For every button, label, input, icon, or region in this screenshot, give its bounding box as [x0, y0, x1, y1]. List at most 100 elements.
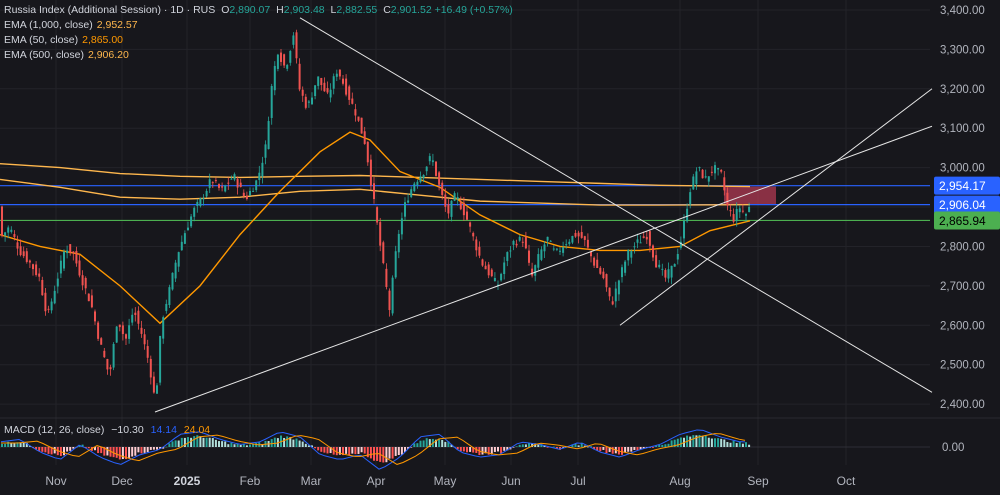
macd-bar [168, 443, 171, 447]
macd-bar [236, 443, 239, 447]
candle-body [69, 244, 72, 254]
zone-layer [724, 186, 776, 206]
candle-body [379, 222, 382, 246]
symbol-row[interactable]: Russia Index (Additional Session) · 1D ·… [4, 3, 513, 18]
candle-body [608, 287, 611, 297]
macd-bar [466, 447, 468, 453]
candle-body [38, 273, 41, 277]
macd-bar [249, 444, 251, 447]
candle-body [720, 169, 723, 172]
candle-body [388, 290, 391, 311]
macd-bar [187, 437, 189, 447]
macd-bar [469, 447, 472, 452]
candle-body [292, 35, 295, 45]
macd-bar [710, 438, 713, 447]
ema-1000-value: 2,952.57 [96, 19, 138, 31]
main-legend: Russia Index (Additional Session) · 1D ·… [4, 3, 513, 63]
macd-bar [729, 442, 732, 447]
macd-bar [667, 443, 670, 447]
candle-body [190, 216, 193, 227]
candle-body [658, 264, 661, 268]
candle-body [416, 181, 419, 186]
candle-body [707, 176, 710, 182]
macd-bar [503, 447, 506, 451]
macd-bar [4, 443, 7, 447]
candle-body [75, 250, 78, 264]
candle-body [174, 262, 177, 279]
macd-bar [577, 445, 580, 447]
macd-bar [422, 440, 425, 447]
macd-bar [233, 444, 236, 447]
macd-bar [552, 446, 555, 448]
ema-500-row[interactable]: EMA (500, close) 2,906.20 [4, 48, 513, 63]
candle-body [503, 262, 506, 275]
candle-body [280, 52, 282, 62]
macd-bar [317, 447, 320, 451]
ema-1000-row[interactable]: EMA (1,000, close) 2,952.57 [4, 18, 513, 33]
candle-body [94, 311, 96, 322]
candle-body [462, 202, 465, 216]
candle-body [565, 244, 568, 246]
candle-body [382, 242, 385, 264]
candle-body [636, 239, 639, 243]
candle-body [156, 385, 158, 394]
macd-bar [633, 447, 636, 450]
macd-bar [518, 444, 521, 447]
candle-body [22, 251, 25, 257]
candle-body [112, 343, 115, 368]
macd-legend[interactable]: MACD (12, 26, close) −10.30 14.14 24.04 [4, 424, 214, 436]
macd-bar [676, 438, 679, 447]
candle-body [453, 193, 456, 201]
candle-body [249, 190, 251, 196]
candle-body [363, 131, 366, 144]
macd-bar [444, 441, 447, 447]
candle-body [360, 117, 363, 134]
trendline [619, 88, 933, 326]
macd-bar [128, 447, 131, 458]
candle-body [611, 301, 614, 305]
macd-bar [205, 437, 208, 447]
price-tick-label: 3,100.00 [940, 123, 985, 135]
candle-body [180, 241, 183, 251]
macd-bar [301, 441, 304, 447]
macd-bar [726, 442, 729, 447]
candle-body [32, 264, 34, 270]
macd-bar [314, 447, 317, 449]
price-tick-label: 2,500.00 [940, 360, 985, 372]
macd-bar [19, 442, 22, 447]
candle-body [617, 280, 620, 295]
macd-bar [202, 437, 205, 447]
macd-bar [586, 446, 589, 448]
macd-label: MACD (12, 26, close) [4, 424, 105, 436]
macd-bar [692, 435, 695, 447]
candle-body [729, 210, 732, 212]
candle-body [568, 241, 571, 245]
candle-body [484, 265, 487, 270]
macd-value: −10.30 [111, 424, 144, 436]
macd-bar [407, 447, 410, 449]
time-tick-label: Feb [240, 474, 261, 488]
candle-body [546, 236, 549, 241]
macd-bar [103, 447, 106, 456]
candle-body [419, 176, 422, 183]
macd-bar [583, 445, 586, 447]
macd-bar [242, 443, 245, 447]
macd-bar [611, 447, 614, 454]
macd-bar [698, 434, 701, 447]
macd-bar [35, 447, 38, 450]
macd-bar [723, 439, 726, 447]
ema-50-row[interactable]: EMA (50, close) 2,865.00 [4, 33, 513, 48]
macd-bar [428, 439, 431, 447]
macd-bar [50, 447, 53, 455]
candle-body [509, 250, 512, 252]
macd-bar [701, 435, 704, 447]
candle-body [438, 172, 441, 185]
macd-bar [512, 447, 515, 448]
candle-body [193, 207, 196, 217]
candle-body [515, 243, 518, 246]
macd-pane [0, 429, 930, 470]
candle-body [183, 233, 186, 244]
candle-body [655, 255, 658, 268]
candle-body [577, 232, 580, 237]
